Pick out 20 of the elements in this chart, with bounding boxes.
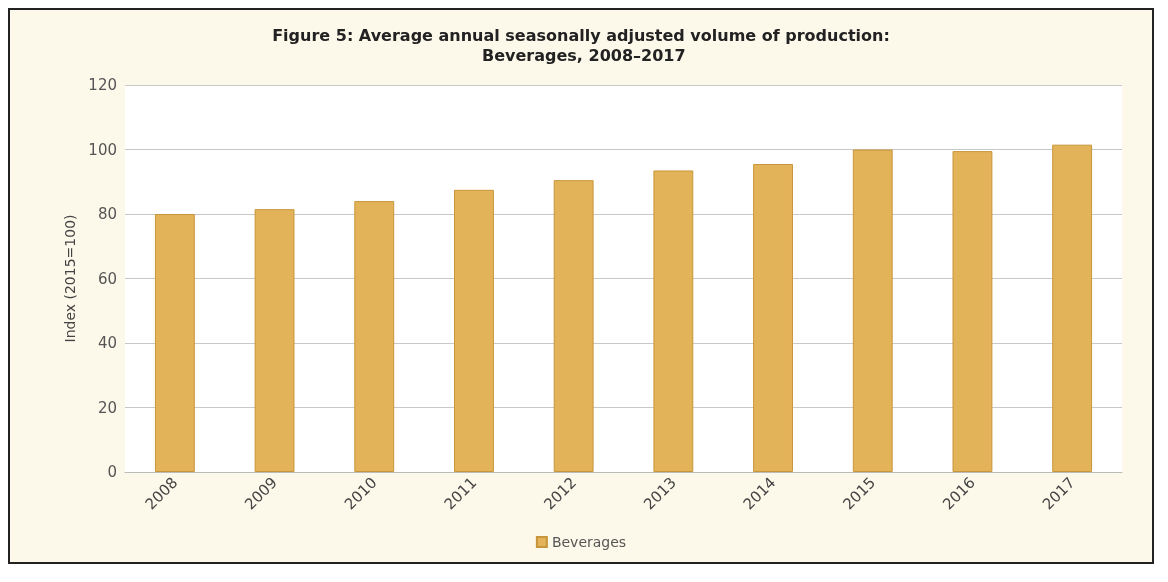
y-tick-label: 100 — [88, 140, 117, 159]
legend-label: Beverages — [551, 534, 627, 550]
bar — [354, 201, 395, 472]
chart-title: Figure 5: Average annual seasonally adjusted volume of production: Beverages, 2008–2017 — [272, 25, 890, 65]
bar — [454, 189, 494, 472]
bar — [553, 180, 594, 472]
y-tick-label: 0 — [107, 463, 117, 481]
bar — [1052, 144, 1093, 472]
bar — [254, 209, 295, 472]
bar — [852, 149, 893, 472]
y-tick-label: 80 — [97, 205, 117, 223]
bar — [653, 170, 694, 472]
bar — [753, 164, 793, 472]
y-tick-label: 20 — [97, 398, 117, 417]
bar — [952, 151, 993, 472]
y-axis-title: Index (2015=100) — [62, 214, 79, 343]
y-tick-label: 60 — [97, 269, 117, 288]
y-tick-label: 120 — [88, 76, 117, 94]
y-tick-label: 40 — [97, 334, 117, 352]
bar — [154, 214, 195, 472]
